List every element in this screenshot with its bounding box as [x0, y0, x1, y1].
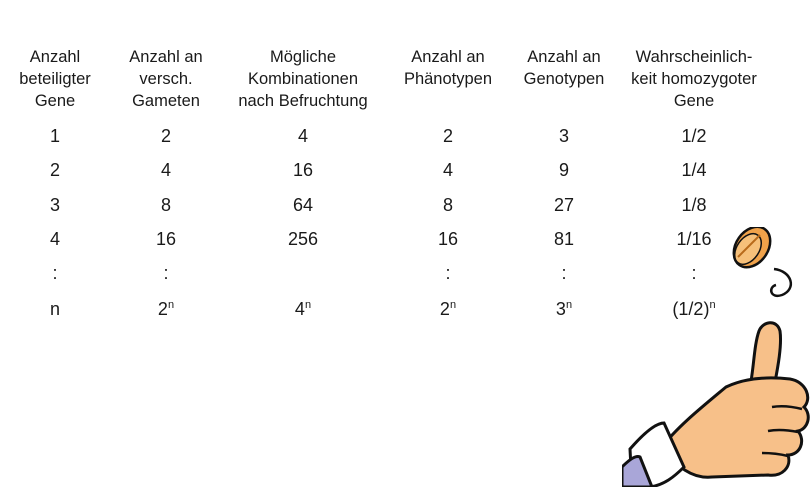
table-cell: 3 [49, 195, 60, 215]
hand-icon [660, 376, 810, 479]
power-base: n [49, 299, 60, 319]
table-cell: 1/16 [676, 229, 712, 249]
header-line: nach Befruchtung [238, 92, 368, 110]
table-cell: 1/4 [681, 160, 707, 180]
table-cell: 4 [442, 160, 453, 180]
table-cell: 81 [553, 229, 575, 249]
header-line: beteiligter [19, 70, 91, 88]
power-exponent: n [709, 299, 716, 311]
hand-flipping-coin-illustration [622, 227, 810, 487]
table-cell-power: 4n [222, 298, 384, 320]
power-exponent: n [565, 299, 573, 311]
power-exponent: n [167, 299, 175, 311]
header-line: Anzahl an [411, 48, 485, 66]
table-cell: 256 [287, 229, 319, 249]
header-line: Anzahl an [129, 48, 203, 66]
table-cell-power: (1/2)n [620, 298, 768, 320]
table-cell: 16 [155, 229, 177, 249]
table-cell: 4 [297, 126, 308, 146]
header-line: Genotypen [523, 70, 605, 88]
header-line: Gameten [132, 92, 200, 110]
power-base: 2 [439, 299, 450, 319]
table-cell-power: 3n [508, 298, 620, 320]
table-cell-power: n [0, 298, 110, 320]
table-cell: : [691, 263, 697, 283]
header-line: Phänotypen [403, 70, 493, 88]
power-base: 2 [157, 299, 168, 319]
table-cell: 16 [292, 160, 314, 180]
header-wahrscheinlichkeit: Wahrscheinlich- keit homozygoter Gene [620, 46, 768, 112]
table-cell: : [163, 263, 169, 283]
table-cell-power: 2n [392, 298, 504, 320]
table-cell: : [561, 263, 567, 283]
power-exponent: n [449, 299, 457, 311]
header-line: Gene [673, 92, 715, 110]
header-line: Anzahl an [527, 48, 601, 66]
table-cell: 1 [49, 126, 60, 146]
header-line: versch. [139, 70, 193, 88]
table-cell: 64 [292, 195, 314, 215]
header-line: Kombinationen [247, 70, 359, 88]
power-base: 4 [294, 299, 305, 319]
power-exponent: n [304, 299, 312, 311]
table-cell-power: 2n [110, 298, 222, 320]
header-line: Wahrscheinlich- [635, 48, 753, 66]
power-base: 3 [555, 299, 566, 319]
table-cell: 2 [442, 126, 453, 146]
table-cell: : [445, 263, 451, 283]
header-line: keit homozygoter [631, 70, 757, 88]
header-phaenotypen: Anzahl an Phänotypen [392, 46, 504, 90]
table-cell: 16 [437, 229, 459, 249]
header-line: Gene [34, 92, 76, 110]
table-cell: 9 [558, 160, 569, 180]
table-cell: 27 [553, 195, 575, 215]
motion-swirl-icon [769, 267, 793, 298]
table-cell: 1/8 [681, 195, 707, 215]
table-cell: 4 [49, 229, 60, 249]
sleeve-icon [622, 455, 654, 487]
header-gameten: Anzahl an versch. Gameten [110, 46, 222, 112]
header-line: Mögliche [269, 48, 337, 66]
header-kombinationen: Mögliche Kombinationen nach Befruchtung [222, 46, 384, 112]
table-cell: : [52, 263, 58, 283]
table-cell: 2 [49, 160, 60, 180]
table-cell: 3 [558, 126, 569, 146]
table-cell: 8 [442, 195, 453, 215]
coin-icon [732, 227, 772, 269]
header-genotypen: Anzahl an Genotypen [508, 46, 620, 90]
header-line: Anzahl [29, 48, 81, 66]
thumb-icon [748, 321, 782, 389]
table-cell: 2 [160, 126, 171, 146]
power-base: (1/2) [672, 299, 710, 319]
table-cell: 8 [160, 195, 171, 215]
table-cell: 1/2 [681, 126, 707, 146]
table-cell: 4 [160, 160, 171, 180]
header-anzahl-gene: Anzahl beteiligter Gene [0, 46, 110, 112]
